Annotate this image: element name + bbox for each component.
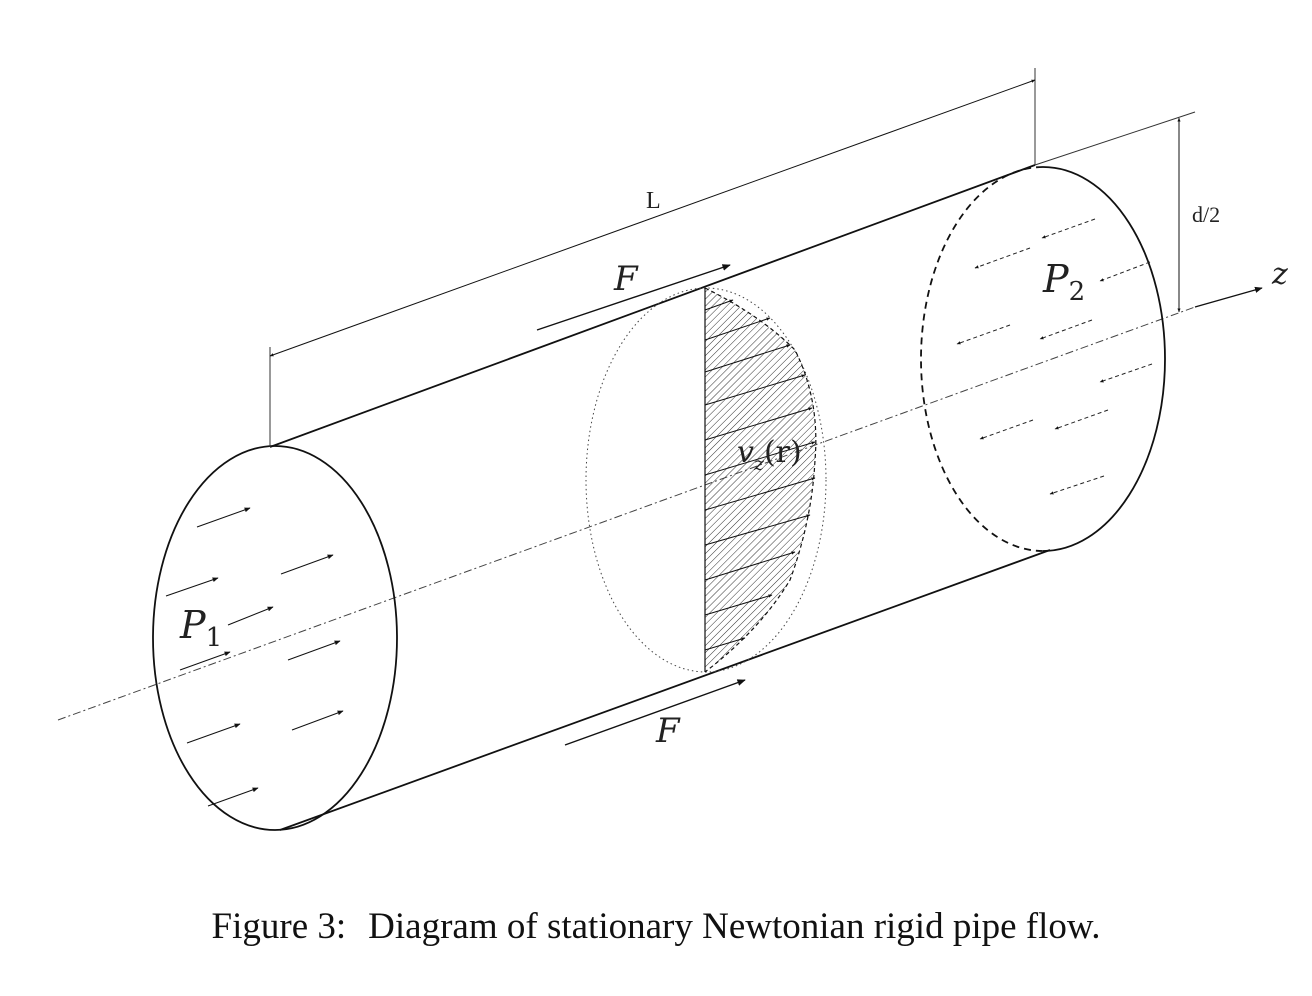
z-axis-arrow xyxy=(1194,286,1263,308)
middle-cross-section xyxy=(585,287,827,673)
force-label-bottom: F xyxy=(655,711,681,751)
figure-caption-text: Diagram of stationary Newtonian rigid pi… xyxy=(368,906,1101,947)
inlet-cross-section xyxy=(152,445,398,831)
pipe-flow-diagram: z vz(r) F F L d/2 xyxy=(57,68,1288,831)
inlet-pressure-label: P1 xyxy=(179,603,222,653)
centre-axis xyxy=(57,306,1196,721)
half-diameter-label: d/2 xyxy=(1192,202,1220,227)
outlet-cross-section-front xyxy=(1042,166,1166,552)
length-label: L xyxy=(646,188,661,214)
z-axis-label: z xyxy=(1271,257,1288,292)
inlet-flow-arrows xyxy=(165,507,344,807)
outlet-flow-arrows xyxy=(956,218,1153,495)
outlet-pressure-label: P2 xyxy=(1042,257,1085,307)
velocity-profile-hatching xyxy=(705,288,816,672)
figure-number: Figure 3: xyxy=(211,906,347,947)
force-label-top: F xyxy=(613,259,639,299)
figure-caption: Figure 3: Diagram of stationary Newtonian… xyxy=(0,905,1312,948)
pipe-bottom-edge xyxy=(279,549,1051,831)
length-dimension-line xyxy=(269,79,1036,357)
top-extension-line xyxy=(1034,111,1196,166)
outlet-cross-section-back xyxy=(920,166,1044,552)
velocity-profile-label: vz(r) xyxy=(737,435,802,475)
velocity-profile-curve xyxy=(704,287,817,673)
force-arrow-bottom xyxy=(564,679,746,746)
